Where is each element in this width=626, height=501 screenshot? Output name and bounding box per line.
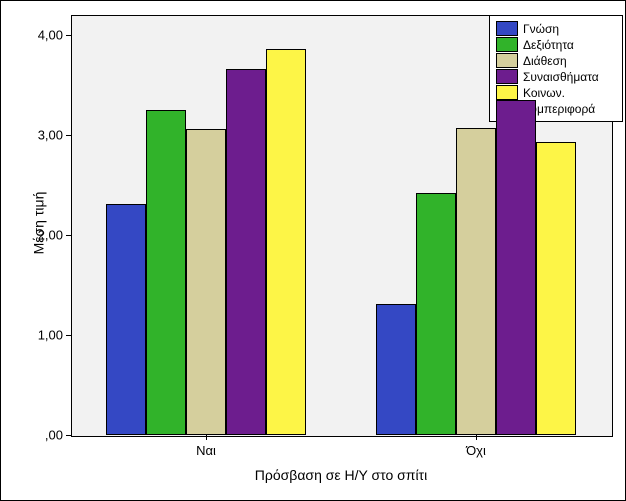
- bar: [456, 128, 496, 435]
- y-tick-label: 4,00: [13, 28, 63, 43]
- chart-frame: ,001,002,003,004,00 ΝαιΌχι Μέση τιμή Πρό…: [0, 0, 626, 501]
- bar: [266, 49, 306, 435]
- legend-swatch: [496, 53, 518, 68]
- bar: [416, 193, 456, 435]
- y-tick-label: ,00: [13, 428, 63, 443]
- legend-row: Κοινων.: [496, 85, 616, 100]
- bar: [496, 100, 536, 435]
- legend-swatch: [496, 37, 518, 52]
- y-tick-mark: [66, 435, 71, 436]
- legend-swatch: [496, 69, 518, 84]
- x-tick-mark: [206, 435, 207, 440]
- x-tick-label: Όχι: [466, 443, 486, 458]
- legend-label: Κοινων.: [523, 86, 565, 100]
- legend-swatch: [496, 85, 518, 100]
- legend-row: Συναισθήματα: [496, 69, 616, 84]
- bar: [106, 204, 146, 435]
- y-tick-mark: [66, 135, 71, 136]
- bar: [376, 304, 416, 435]
- x-tick-label: Ναι: [196, 443, 216, 458]
- bar: [186, 129, 226, 435]
- y-tick-label: 3,00: [13, 128, 63, 143]
- bar: [146, 110, 186, 435]
- legend-label: Γνώση: [523, 22, 559, 36]
- legend-swatch: [496, 21, 518, 36]
- legend-label: Συναισθήματα: [523, 70, 599, 84]
- x-tick-mark: [476, 435, 477, 440]
- legend-label: Διάθεση: [523, 54, 567, 68]
- bar: [226, 69, 266, 435]
- y-axis-title: Μέση τιμή: [30, 192, 46, 255]
- legend-row: Διάθεση: [496, 53, 616, 68]
- y-tick-label: 1,00: [13, 328, 63, 343]
- legend-row: Δεξιότητα: [496, 37, 616, 52]
- y-tick-mark: [66, 35, 71, 36]
- y-tick-mark: [66, 335, 71, 336]
- legend-row: Γνώση: [496, 21, 616, 36]
- bar: [536, 142, 576, 435]
- y-tick-mark: [66, 235, 71, 236]
- x-axis-title: Πρόσβαση σε Η/Υ στο σπίτι: [255, 467, 427, 483]
- legend-label: Δεξιότητα: [523, 38, 574, 52]
